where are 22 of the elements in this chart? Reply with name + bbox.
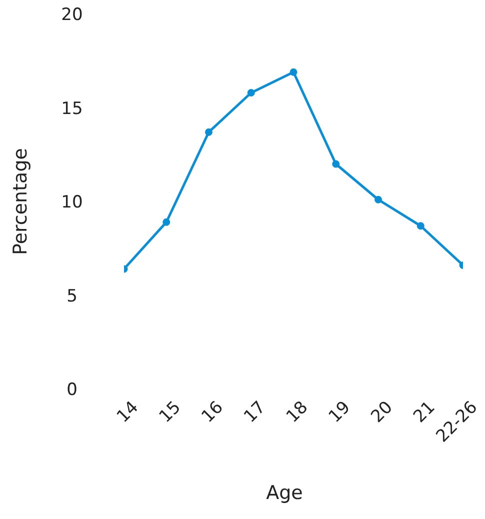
x-tick-label: 17 <box>240 397 270 427</box>
point <box>374 196 382 204</box>
x-tick-label: 16 <box>198 397 228 427</box>
point <box>290 68 298 76</box>
x-tick-label: 14 <box>113 397 143 427</box>
y-tick-label: 20 <box>61 5 83 26</box>
x-axis-title: Age <box>266 482 303 504</box>
y-axis-title: Percentage <box>10 148 32 255</box>
point <box>416 222 424 230</box>
x-tick-label: 19 <box>325 397 354 427</box>
x-tick-label: 15 <box>156 397 185 427</box>
x-tick-label: 18 <box>282 397 312 427</box>
y-tick-label: 0 <box>66 380 78 400</box>
point <box>205 128 212 136</box>
x-tick-label: 20 <box>367 397 397 427</box>
y-tick-label: 10 <box>61 192 83 213</box>
y-tick-label: 5 <box>66 286 78 306</box>
point <box>162 218 170 226</box>
y-tick-label: 15 <box>61 98 83 119</box>
point <box>332 160 340 168</box>
point <box>247 89 255 96</box>
x-tick-label: 21 <box>410 397 440 427</box>
